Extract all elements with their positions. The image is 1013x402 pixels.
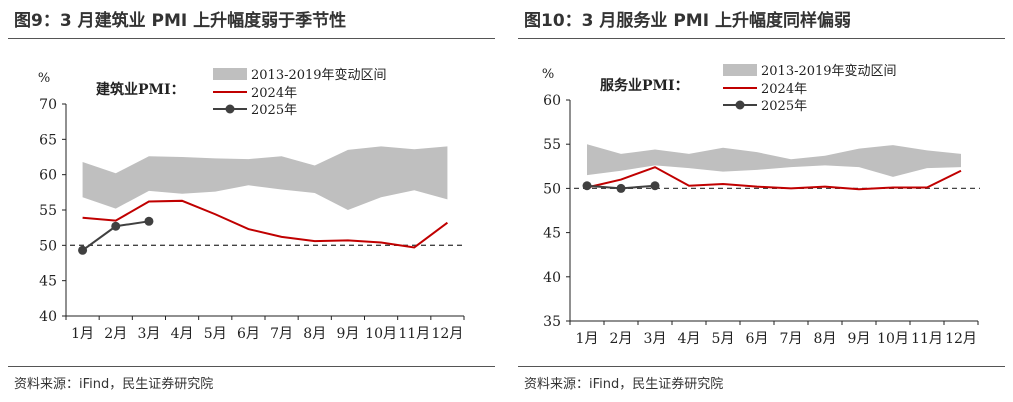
y-tick-label: 60 [543, 93, 561, 109]
legend-marker-2025 [735, 100, 745, 110]
x-tick-label: 11月 [911, 331, 943, 347]
source-note: 资料来源：iFind，民生证券研究院 [14, 377, 214, 392]
range-band [587, 144, 961, 177]
x-tick-label: 10月 [365, 326, 397, 342]
x-tick-label: 1月 [71, 326, 94, 342]
x-tick-label: 2月 [104, 326, 127, 342]
y-tick-label: 45 [543, 226, 561, 242]
x-tick-label: 8月 [814, 331, 837, 347]
legend-label-2025: 2025年 [251, 103, 297, 118]
source-rule [8, 366, 495, 367]
series-line-2024 [82, 199, 449, 249]
figure-title: 图10：3 月服务业 PMI 上升幅度同样偏弱 [524, 11, 851, 31]
y-tick-label: 60 [39, 168, 57, 184]
legend-label-band: 2013-2019年变动区间 [761, 63, 897, 79]
x-tick-label: 4月 [171, 326, 194, 342]
x-tick-label: 5月 [204, 326, 227, 342]
chart-panel-services: 图10：3 月服务业 PMI 上升幅度同样偏弱 35 40 45 50 55 60% 1月 2… [518, 0, 1005, 402]
x-tick-label: 7月 [780, 331, 803, 347]
data-point-2025 [582, 181, 592, 191]
figure-title: 图9：3 月建筑业 PMI 上升幅度弱于季节性 [14, 11, 347, 31]
x-tick-label: 10月 [877, 331, 909, 347]
data-point-2025 [144, 216, 154, 226]
line-chart-construction-pmi: 40 45 50 55 60 65 70% 1月 2月 3月 4月 5月 6月 7月 8月 9月 10月 11月 1… [38, 67, 466, 342]
x-tick-label: 2月 [610, 331, 633, 347]
y-tick-label: 55 [543, 137, 561, 153]
legend-label-2024: 2024年 [251, 86, 297, 101]
y-tick-label: 70 [39, 97, 57, 113]
y-unit-label: % [542, 67, 554, 82]
chart-series-label: 建筑业PMI： [96, 81, 185, 98]
title-rule [8, 38, 495, 39]
y-unit-label: % [38, 71, 50, 86]
chart-series-label: 服务业PMI： [600, 77, 689, 94]
y-tick-label: 50 [39, 238, 57, 254]
legend-label-2024: 2024年 [761, 82, 807, 97]
legend-swatch-band [213, 68, 247, 80]
chart-panel-construction: 图9：3 月建筑业 PMI 上升幅度弱于季节性 40 45 50 55 60 65 70% 1… [8, 0, 495, 402]
series-line-2024 [586, 166, 962, 191]
x-tick-label: 6月 [237, 326, 260, 342]
data-point-2025 [616, 183, 626, 193]
data-point-2025 [650, 181, 660, 191]
x-tick-label: 12月 [432, 326, 464, 342]
legend-label-2025: 2025年 [761, 99, 807, 114]
x-tick-label: 7月 [270, 326, 293, 342]
data-point-2025 [78, 245, 88, 255]
x-tick-label: 3月 [137, 326, 160, 342]
x-tick-label: 5月 [712, 331, 735, 347]
x-tick-label: 11月 [398, 326, 430, 342]
y-tick-label: 65 [39, 132, 57, 148]
x-tick-label: 9月 [848, 331, 871, 347]
y-tick-label: 40 [39, 309, 57, 325]
x-tick-label: 8月 [303, 326, 326, 342]
legend-marker-2025 [225, 104, 235, 114]
source-note: 资料来源：iFind，民生证券研究院 [524, 377, 724, 392]
range-band [82, 146, 448, 210]
line-chart-services-pmi: 35 40 45 50 55 60% 1月 2月 3月 4月 5月 6月 7月 8月 9月 10月 11月 12月… [542, 63, 980, 347]
x-tick-label: 3月 [644, 331, 667, 347]
y-tick-label: 55 [39, 203, 57, 219]
legend-label-band: 2013-2019年变动区间 [251, 67, 387, 83]
x-tick-label: 6月 [746, 331, 769, 347]
x-tick-label: 9月 [336, 326, 359, 342]
data-point-2025 [111, 221, 121, 231]
y-tick-label: 45 [39, 274, 57, 290]
legend-swatch-band [723, 64, 757, 76]
x-tick-label: 12月 [945, 331, 977, 347]
y-tick-label: 50 [543, 181, 561, 197]
source-rule [518, 366, 1005, 367]
x-tick-label: 1月 [576, 331, 599, 347]
title-rule [518, 38, 1005, 39]
y-tick-label: 35 [543, 314, 561, 330]
y-tick-label: 40 [543, 270, 561, 286]
x-tick-label: 4月 [678, 331, 701, 347]
